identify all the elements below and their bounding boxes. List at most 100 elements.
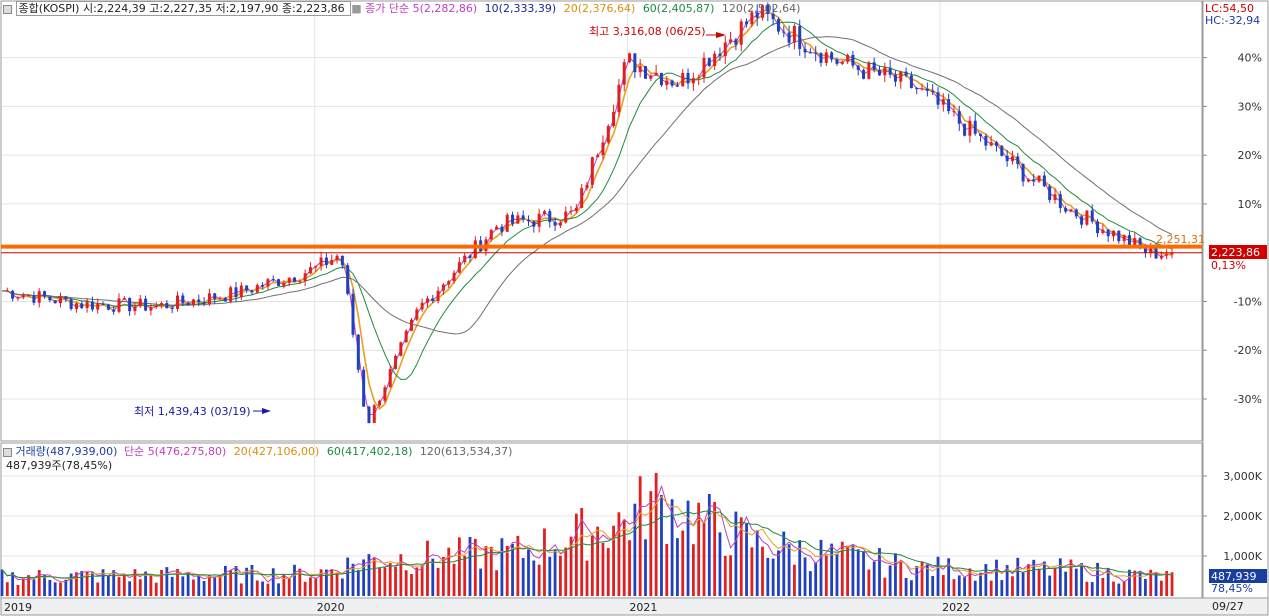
candle-body: [394, 355, 398, 370]
volume-bar: [144, 571, 147, 596]
volume-bar: [936, 556, 940, 596]
candle-body: [207, 293, 211, 304]
volume-bar: [888, 565, 892, 596]
volume-bar: [218, 575, 222, 596]
candle-body: [1000, 145, 1004, 156]
candle-body: [447, 281, 451, 285]
volume-bar: [340, 578, 344, 596]
candle-body: [5, 290, 9, 292]
candle-body: [170, 308, 174, 310]
ma20-value: 20(2,376,64): [563, 2, 636, 15]
candle-body: [367, 406, 371, 423]
volume-bar: [606, 548, 610, 596]
volume-bar: [1053, 567, 1057, 596]
volume-bar: [383, 567, 387, 596]
volume-bar: [830, 543, 834, 596]
x-tick-label: 2020: [317, 601, 345, 614]
volume-title[interactable]: 거래량(487,939,00): [15, 445, 118, 458]
candle-body: [638, 66, 642, 73]
candle-body: [85, 301, 89, 309]
volume-bar: [1096, 562, 1099, 596]
candle-body: [920, 88, 924, 90]
volume-bar: [777, 550, 780, 596]
volume-bar: [1085, 581, 1089, 596]
volume-bar: [1032, 559, 1036, 596]
price-panel[interactable]: [0, 0, 1203, 442]
candle-body: [888, 67, 892, 75]
price-percent: 0,13%: [1211, 259, 1246, 272]
volume-bar: [293, 564, 296, 596]
ma-line-120: [1, 36, 1173, 335]
volume-bar: [872, 561, 876, 596]
candle-body: [851, 54, 855, 66]
volume-bar: [298, 568, 302, 596]
volume-bar: [255, 580, 259, 596]
candle-body: [340, 255, 344, 266]
volume-bar: [431, 558, 435, 596]
volume-bar: [452, 563, 456, 596]
volume-bar: [532, 560, 536, 596]
volume-bar: [899, 561, 903, 596]
volume-bar: [729, 555, 732, 596]
candle-body: [319, 257, 323, 266]
candle-body: [500, 226, 504, 232]
candle-body: [824, 52, 828, 63]
candle-body: [718, 53, 722, 57]
candle-body: [1133, 238, 1137, 246]
volume-bar: [1016, 557, 1020, 596]
candle-body: [659, 72, 663, 86]
volume-bar: [229, 569, 233, 596]
candle-body: [473, 240, 477, 258]
candle-body: [675, 85, 679, 87]
candle-body: [862, 69, 866, 79]
candle-body: [761, 5, 764, 18]
candle-body: [1005, 155, 1009, 162]
volume-ma120-value: 120(613,534,37): [419, 445, 513, 458]
volume-bar: [527, 549, 530, 596]
volume-bar: [122, 574, 126, 596]
volume-bar: [309, 577, 312, 596]
candle-body: [904, 71, 908, 76]
candle-body: [558, 222, 562, 226]
volume-bar: [325, 569, 328, 596]
settings-icon[interactable]: [3, 4, 12, 14]
candle-body: [1085, 210, 1089, 225]
candle-body: [941, 99, 945, 105]
candle-body: [106, 304, 110, 310]
candle-body: [351, 293, 355, 335]
volume-bar: [213, 576, 217, 596]
volume-bar: [840, 541, 844, 596]
candle-body: [628, 53, 632, 63]
volume-bar: [851, 545, 855, 596]
volume-bar: [878, 548, 881, 596]
volume-bar: [739, 517, 743, 596]
candle-body: [973, 120, 977, 134]
candle-body: [537, 213, 541, 227]
candle-body: [516, 215, 520, 224]
volume-bar: [734, 511, 738, 596]
volume-bar: [500, 538, 504, 596]
volume-ma-label: 단순: [123, 445, 145, 458]
candle-body: [303, 273, 307, 281]
low-arrow-icon: [262, 408, 271, 414]
candle-body: [53, 300, 57, 304]
volume-bar: [1037, 568, 1041, 596]
volume-bar: [367, 554, 371, 596]
candle-body: [713, 53, 717, 66]
volume-settings-icon[interactable]: [3, 447, 12, 457]
volume-bar: [713, 501, 717, 596]
candle-body: [846, 54, 850, 62]
volume-bar: [133, 569, 137, 596]
volume-bar: [862, 551, 865, 596]
price-title[interactable]: 종합(KOSPI) 시:2,224,39 고:2,227,35 저:2,197,…: [15, 1, 352, 16]
volume-bar: [484, 545, 488, 596]
candle-body: [691, 78, 695, 84]
volume-bar: [644, 539, 647, 596]
volume-bar: [559, 555, 562, 596]
candle-body: [883, 67, 887, 76]
volume-bar: [192, 579, 195, 596]
candle-body: [144, 298, 148, 311]
volume-bar: [681, 530, 685, 596]
candle-body: [654, 72, 658, 76]
